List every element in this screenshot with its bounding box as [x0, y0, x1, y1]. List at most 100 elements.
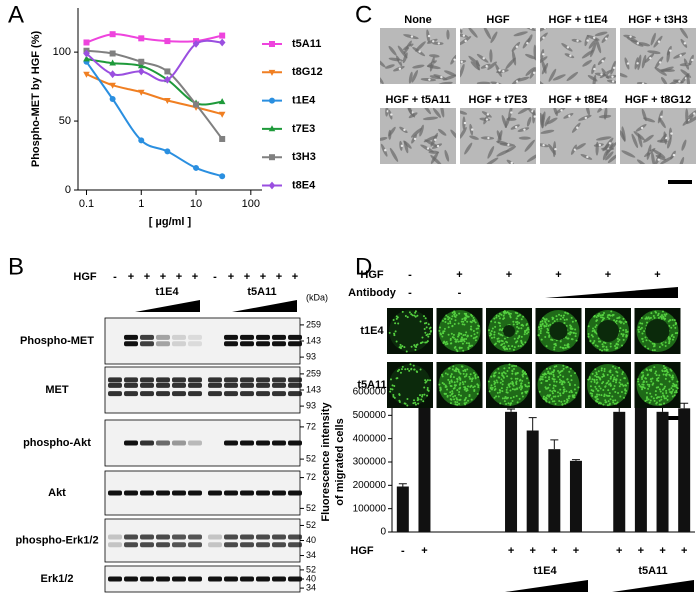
marker: [109, 96, 116, 102]
cell-dot: [429, 326, 432, 329]
cell-dot: [419, 394, 422, 397]
cell-dot: [541, 375, 544, 378]
cell-dot: [616, 337, 619, 340]
cell-dot: [567, 332, 570, 335]
cell-free-area: [597, 320, 619, 342]
cell-dot: [490, 384, 493, 387]
cell-dot: [476, 331, 479, 334]
cell-dot: [461, 365, 464, 368]
cell-dot: [544, 373, 547, 376]
cell-dot: [603, 393, 606, 396]
cell-dot: [658, 403, 661, 406]
cell-dot: [596, 314, 599, 317]
band: [172, 440, 186, 446]
cell-highlight: [432, 40, 435, 43]
cell-dot: [668, 338, 671, 341]
y-tick-label: 600000: [353, 387, 387, 398]
cell-dot: [497, 337, 500, 340]
cell-dot: [664, 385, 667, 388]
error-bar: [398, 483, 407, 487]
cell-dot: [558, 399, 561, 402]
cell-dot: [501, 397, 504, 400]
cell-dot: [453, 369, 456, 372]
cell-dot: [645, 391, 648, 394]
cell-dot: [501, 343, 504, 346]
cell-dot: [446, 388, 449, 391]
cell-dot: [588, 377, 591, 380]
cell-dot: [412, 364, 415, 367]
cell-highlight: [436, 144, 440, 148]
dose-wedge: [545, 287, 678, 298]
cell-dot: [655, 374, 658, 377]
cell-dot: [670, 335, 673, 338]
cell: [621, 150, 636, 158]
cell-dot: [490, 320, 493, 323]
cell-dot: [605, 346, 608, 349]
cell-highlight: [515, 45, 519, 48]
cell-dot: [590, 334, 593, 337]
band: [140, 382, 154, 388]
band: [140, 341, 154, 347]
cell-dot: [663, 397, 666, 400]
bar: [505, 411, 518, 532]
cell-dot: [592, 327, 595, 330]
cell-dot: [496, 391, 499, 394]
size-marker: 52: [306, 503, 316, 513]
cell-dot: [644, 336, 647, 339]
cell-dot: [453, 323, 456, 326]
condition-label: None: [404, 14, 432, 26]
fit-curve: [86, 49, 223, 140]
cell-dot: [673, 394, 676, 397]
cell-dot: [465, 314, 468, 317]
cell-dot: [425, 326, 428, 329]
cell-dot: [603, 348, 606, 351]
band: [172, 334, 186, 340]
cell-dot: [614, 367, 617, 370]
band: [188, 341, 202, 347]
cell-highlight: [568, 114, 571, 118]
cell-dot: [598, 385, 601, 388]
y-tick-label: 300000: [353, 457, 387, 468]
cell-dot: [554, 395, 557, 398]
cell-dot: [515, 383, 518, 386]
cell-dot: [564, 311, 567, 314]
band: [224, 391, 238, 397]
hgf-sign: -: [408, 269, 412, 281]
cell-dot: [424, 381, 427, 384]
cell-dot: [657, 379, 660, 382]
cell-highlight: [600, 73, 603, 76]
cell-dot: [562, 392, 565, 395]
cell-dot: [455, 314, 458, 317]
error-bar: [528, 417, 537, 431]
cell-dot: [461, 342, 464, 345]
cell-dot: [660, 314, 663, 317]
cell: [660, 156, 674, 164]
cell: [429, 56, 435, 72]
cell-dot: [426, 379, 429, 382]
cell-dot: [403, 402, 406, 405]
cell-dot: [655, 370, 658, 373]
cell-dot: [569, 333, 572, 336]
cell-dot: [655, 311, 658, 314]
cell-dot: [426, 340, 429, 343]
cell-dot: [562, 388, 565, 391]
cell-dot: [606, 316, 609, 319]
band: [124, 377, 138, 383]
cell-dot: [660, 342, 663, 345]
cell-dot: [622, 322, 625, 325]
cell-dot: [619, 379, 622, 382]
cell-dot: [542, 397, 545, 400]
cell-dot: [674, 385, 677, 388]
cell-dot: [598, 393, 601, 396]
cell-dot: [444, 343, 447, 346]
cell-dot: [496, 381, 499, 384]
cell-dot: [608, 317, 611, 320]
cell-dot: [601, 314, 604, 317]
cell-dot: [500, 378, 503, 381]
cell-dot: [498, 376, 501, 379]
cell-dot: [604, 385, 607, 388]
cell-dot: [562, 364, 565, 367]
cell-dot: [470, 398, 473, 401]
cell-free-area: [645, 319, 670, 343]
cell-dot: [459, 377, 462, 380]
